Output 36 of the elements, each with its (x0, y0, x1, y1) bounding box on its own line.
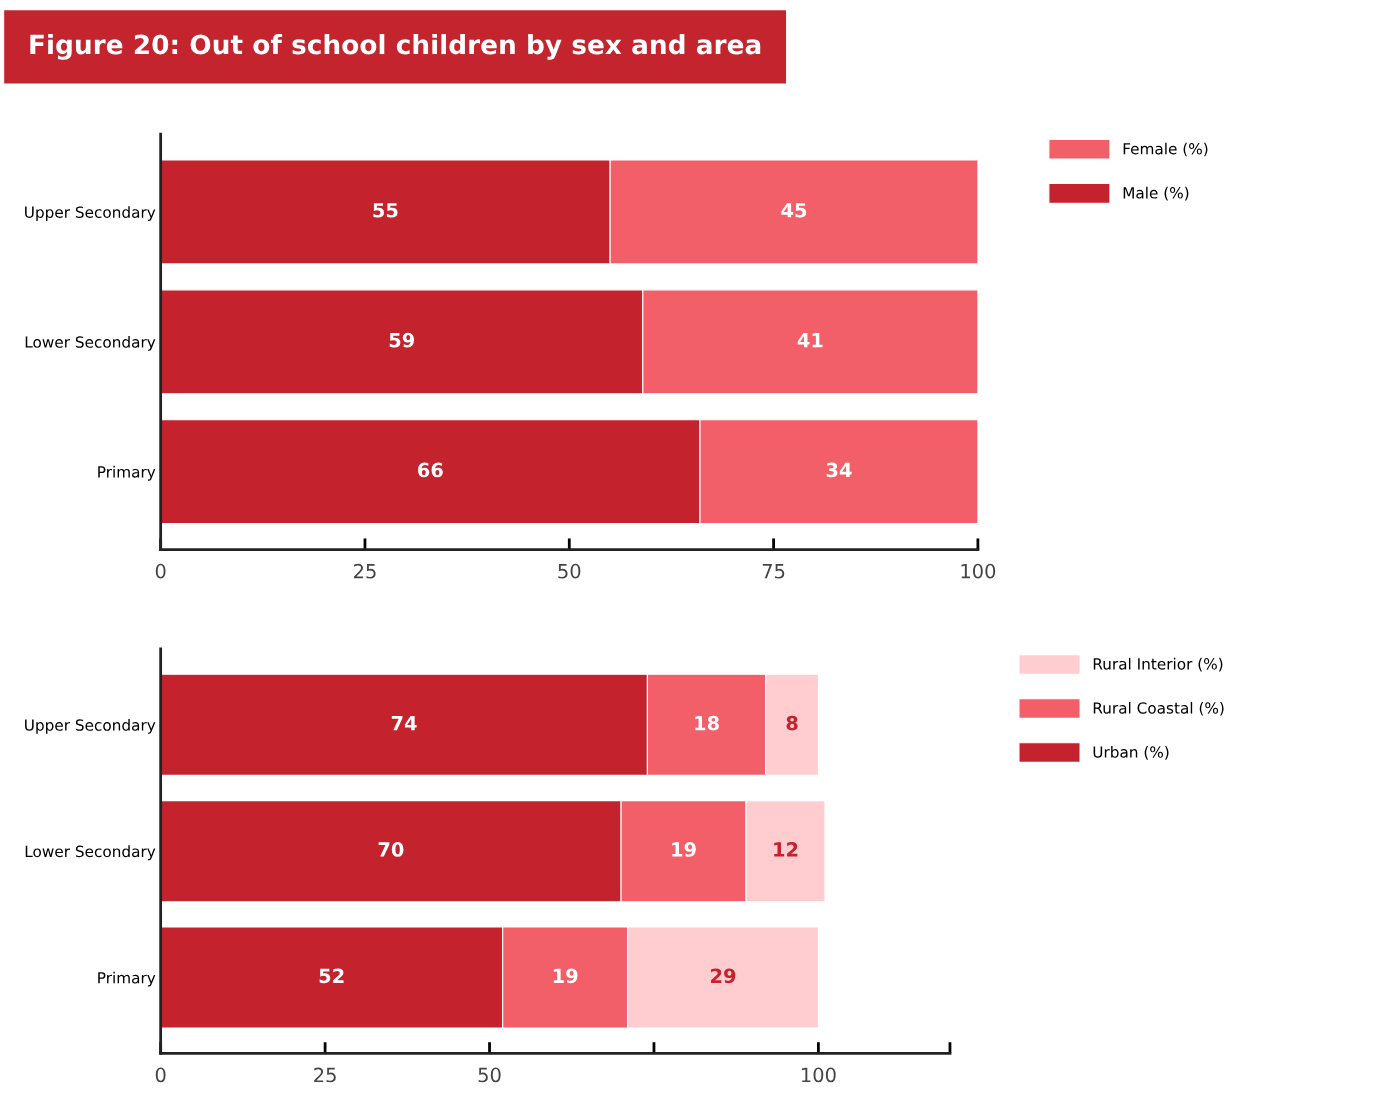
y-tick-label: Primary (98, 465, 156, 481)
y-tick-label: Lower Secondary (25, 845, 156, 861)
data-label: 34 (826, 462, 852, 478)
data-label: 66 (418, 462, 443, 478)
data-label: 70 (378, 842, 404, 857)
x-tick-label: 100 (961, 563, 996, 579)
x-tick-label: 50 (478, 1067, 501, 1083)
legend-label: Rural Interior (%) (1093, 657, 1223, 672)
y-tick-label: Upper Secondary (25, 206, 156, 221)
x-tick-label: 25 (354, 563, 376, 579)
x-tick-label: 50 (558, 563, 581, 579)
x-tick-label: 0 (155, 1067, 166, 1083)
data-label: 55 (373, 203, 398, 218)
data-label: 18 (695, 715, 719, 731)
y-tick-label: Lower Secondary (25, 336, 156, 351)
data-label: 52 (319, 968, 344, 984)
data-label: 19 (672, 842, 696, 857)
legend-label: Urban (%) (1093, 746, 1169, 760)
y-tick-label: Upper Secondary (25, 718, 156, 734)
data-label: 59 (389, 332, 415, 348)
chart-title: Figure 20: Out of school children by sex and area (30, 34, 761, 60)
x-tick-label: 75 (762, 564, 785, 579)
data-label: 29 (711, 968, 736, 984)
y-tick-label: Primary (98, 971, 156, 987)
data-label: 74 (391, 715, 417, 731)
x-tick-label: 100 (801, 1067, 836, 1083)
data-label: 12 (774, 842, 798, 857)
x-tick-label: 0 (155, 563, 166, 579)
data-label: 45 (781, 203, 807, 218)
legend-label: Male (%) (1123, 186, 1189, 201)
legend-label: Female (%) (1123, 142, 1208, 157)
data-label: 19 (553, 968, 578, 984)
legend-label: Rural Coastal (%) (1093, 701, 1224, 716)
x-tick-label: 25 (314, 1067, 336, 1083)
data-label: 41 (797, 332, 823, 348)
data-label: 8 (786, 715, 798, 731)
